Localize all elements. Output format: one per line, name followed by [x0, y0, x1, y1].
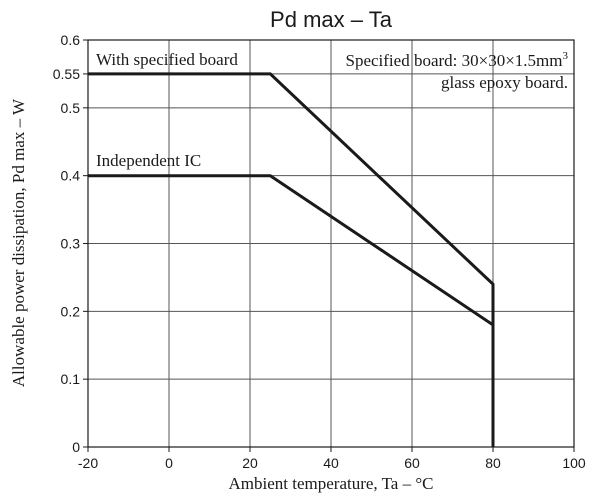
board-spec-superscript: 3 — [563, 50, 569, 62]
y-tick-label: 0.2 — [61, 303, 81, 319]
board-spec-annotation: Specified board: 30×30×1.5mm3 — [346, 50, 569, 70]
x-tick-label: 60 — [404, 455, 420, 471]
x-tick-label: 100 — [562, 455, 586, 471]
plot-frame — [87, 39, 575, 448]
y-tick-label: 0.55 — [53, 66, 80, 82]
board-material-annotation: glass epoxy board. — [441, 73, 568, 92]
data-series — [88, 72, 495, 447]
y-axis-label: Allowable power dissipation, Pd max – W — [9, 98, 28, 387]
y-tick-label: 0.3 — [61, 236, 81, 252]
board-spec-text: Specified board: 30×30×1.5mm — [346, 51, 563, 70]
grid-lines — [83, 39, 575, 452]
series-line-independent-ic — [88, 174, 495, 447]
series-label-independent-ic: Independent IC — [96, 151, 201, 170]
series-label-with-board: With specified board — [96, 50, 238, 69]
x-tick-label: 20 — [242, 455, 258, 471]
x-tick-label: -20 — [78, 455, 98, 471]
chart-title: Pd max – Ta — [270, 7, 393, 32]
y-tick-label: 0.5 — [61, 100, 81, 116]
y-tick-label: 0.6 — [61, 32, 81, 48]
x-tick-label: 40 — [323, 455, 339, 471]
x-tick-label: 80 — [485, 455, 501, 471]
y-tick-label: 0.1 — [61, 371, 81, 387]
y-tick-label: 0.4 — [61, 168, 81, 184]
series-line-with-specified-board — [88, 72, 495, 447]
x-tick-label: 0 — [165, 455, 173, 471]
x-axis-label: Ambient temperature, Ta – °C — [229, 474, 434, 493]
y-tick-label: 0 — [72, 439, 80, 455]
